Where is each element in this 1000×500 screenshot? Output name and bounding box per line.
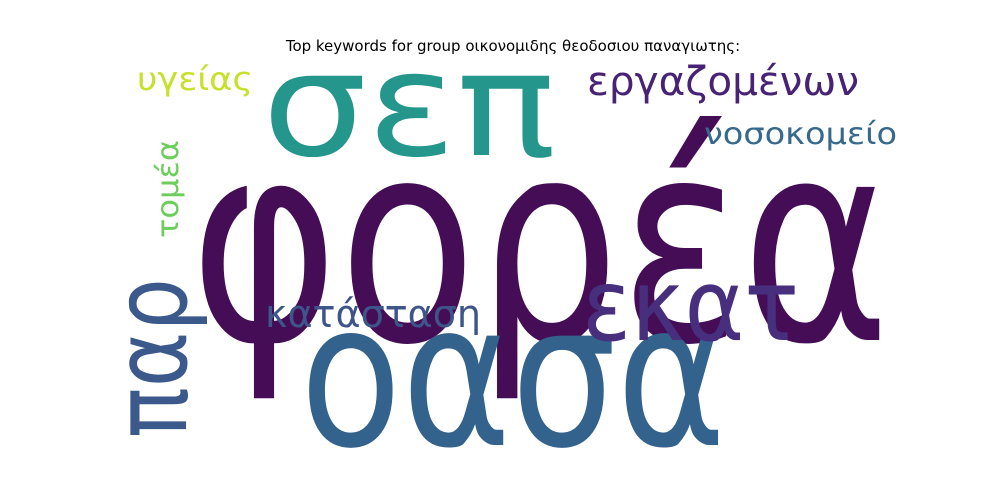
word-ekat: εκατ xyxy=(582,247,799,364)
word-oasa: οασα xyxy=(300,260,726,493)
figure-title: Top keywords for group οικονομιδης θεοδο… xyxy=(285,37,741,55)
word-nosokomeio: νοσοκομείο xyxy=(704,117,897,152)
word-par: παρ xyxy=(92,278,211,438)
word-tomea: τομέα xyxy=(151,140,186,238)
word-ergazomenon: εργαζομένων xyxy=(587,59,859,105)
word-ygeias: υγείας xyxy=(137,60,253,98)
word-sep: σεπ xyxy=(262,21,556,190)
word-phorea: φορέα xyxy=(190,81,890,407)
word-katastasi: κατάσταση xyxy=(265,292,481,336)
